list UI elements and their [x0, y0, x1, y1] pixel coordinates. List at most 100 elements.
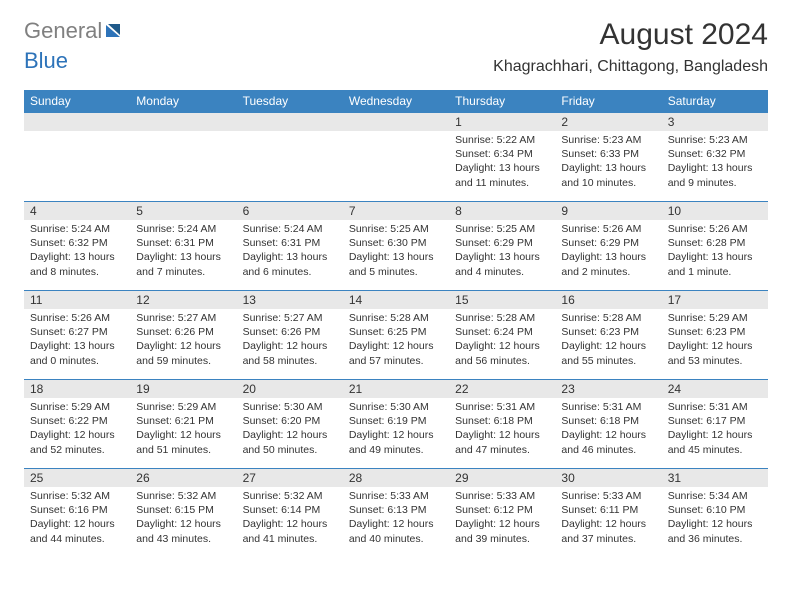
day-details: Sunrise: 5:33 AMSunset: 6:11 PMDaylight:… [555, 487, 661, 550]
sunset-text: Sunset: 6:29 PM [455, 236, 549, 250]
sunset-text: Sunset: 6:31 PM [136, 236, 230, 250]
daylight-text: Daylight: 13 hours and 11 minutes. [455, 161, 549, 189]
sunrise-text: Sunrise: 5:27 AM [243, 311, 337, 325]
day-details: Sunrise: 5:30 AMSunset: 6:19 PMDaylight:… [343, 398, 449, 461]
day-number: 1 [449, 113, 555, 131]
month-title: August 2024 [493, 18, 768, 52]
day-number: 13 [237, 291, 343, 309]
empty-day-band [130, 113, 236, 131]
day-number: 20 [237, 380, 343, 398]
day-cell: 29Sunrise: 5:33 AMSunset: 6:12 PMDayligh… [449, 469, 555, 557]
sunrise-text: Sunrise: 5:25 AM [349, 222, 443, 236]
day-cell: 5Sunrise: 5:24 AMSunset: 6:31 PMDaylight… [130, 202, 236, 290]
sunrise-text: Sunrise: 5:33 AM [561, 489, 655, 503]
daylight-text: Daylight: 13 hours and 5 minutes. [349, 250, 443, 278]
sunset-text: Sunset: 6:17 PM [668, 414, 762, 428]
daylight-text: Daylight: 12 hours and 49 minutes. [349, 428, 443, 456]
sunset-text: Sunset: 6:34 PM [455, 147, 549, 161]
daylight-text: Daylight: 12 hours and 40 minutes. [349, 517, 443, 545]
logo-text-blue: Blue [24, 48, 68, 73]
sunrise-text: Sunrise: 5:33 AM [455, 489, 549, 503]
day-cell: 6Sunrise: 5:24 AMSunset: 6:31 PMDaylight… [237, 202, 343, 290]
sunrise-text: Sunrise: 5:32 AM [243, 489, 337, 503]
empty-day-band [237, 113, 343, 131]
day-details: Sunrise: 5:23 AMSunset: 6:32 PMDaylight:… [662, 131, 768, 194]
sunset-text: Sunset: 6:10 PM [668, 503, 762, 517]
day-number: 22 [449, 380, 555, 398]
calendar: Sunday Monday Tuesday Wednesday Thursday… [24, 90, 768, 557]
sunrise-text: Sunrise: 5:31 AM [455, 400, 549, 414]
day-details: Sunrise: 5:22 AMSunset: 6:34 PMDaylight:… [449, 131, 555, 194]
day-cell: 28Sunrise: 5:33 AMSunset: 6:13 PMDayligh… [343, 469, 449, 557]
sunrise-text: Sunrise: 5:29 AM [30, 400, 124, 414]
daylight-text: Daylight: 12 hours and 58 minutes. [243, 339, 337, 367]
sunset-text: Sunset: 6:28 PM [668, 236, 762, 250]
weekday-header: Friday [555, 90, 661, 112]
daylight-text: Daylight: 12 hours and 50 minutes. [243, 428, 337, 456]
daylight-text: Daylight: 13 hours and 0 minutes. [30, 339, 124, 367]
day-number: 15 [449, 291, 555, 309]
day-cell: 15Sunrise: 5:28 AMSunset: 6:24 PMDayligh… [449, 291, 555, 379]
sunrise-text: Sunrise: 5:26 AM [668, 222, 762, 236]
daylight-text: Daylight: 12 hours and 55 minutes. [561, 339, 655, 367]
sunrise-text: Sunrise: 5:27 AM [136, 311, 230, 325]
day-cell: 4Sunrise: 5:24 AMSunset: 6:32 PMDaylight… [24, 202, 130, 290]
day-details: Sunrise: 5:32 AMSunset: 6:16 PMDaylight:… [24, 487, 130, 550]
week-row: 18Sunrise: 5:29 AMSunset: 6:22 PMDayligh… [24, 379, 768, 468]
sunset-text: Sunset: 6:32 PM [30, 236, 124, 250]
day-cell: 20Sunrise: 5:30 AMSunset: 6:20 PMDayligh… [237, 380, 343, 468]
daylight-text: Daylight: 12 hours and 51 minutes. [136, 428, 230, 456]
sunrise-text: Sunrise: 5:24 AM [30, 222, 124, 236]
day-cell: 13Sunrise: 5:27 AMSunset: 6:26 PMDayligh… [237, 291, 343, 379]
sunrise-text: Sunrise: 5:29 AM [136, 400, 230, 414]
day-number: 5 [130, 202, 236, 220]
empty-day-band [24, 113, 130, 131]
sunrise-text: Sunrise: 5:25 AM [455, 222, 549, 236]
sunset-text: Sunset: 6:13 PM [349, 503, 443, 517]
sunset-text: Sunset: 6:15 PM [136, 503, 230, 517]
day-details: Sunrise: 5:24 AMSunset: 6:31 PMDaylight:… [130, 220, 236, 283]
day-details: Sunrise: 5:33 AMSunset: 6:12 PMDaylight:… [449, 487, 555, 550]
day-cell: 1Sunrise: 5:22 AMSunset: 6:34 PMDaylight… [449, 113, 555, 201]
day-cell: 24Sunrise: 5:31 AMSunset: 6:17 PMDayligh… [662, 380, 768, 468]
daylight-text: Daylight: 12 hours and 44 minutes. [30, 517, 124, 545]
day-number: 28 [343, 469, 449, 487]
daylight-text: Daylight: 12 hours and 45 minutes. [668, 428, 762, 456]
sunrise-text: Sunrise: 5:26 AM [561, 222, 655, 236]
day-number: 12 [130, 291, 236, 309]
sunset-text: Sunset: 6:33 PM [561, 147, 655, 161]
sunset-text: Sunset: 6:18 PM [561, 414, 655, 428]
page-header: General August 2024 Khagrachhari, Chitta… [0, 0, 792, 80]
empty-day-band [343, 113, 449, 131]
sunset-text: Sunset: 6:22 PM [30, 414, 124, 428]
day-number: 19 [130, 380, 236, 398]
daylight-text: Daylight: 13 hours and 4 minutes. [455, 250, 549, 278]
day-number: 26 [130, 469, 236, 487]
sunset-text: Sunset: 6:19 PM [349, 414, 443, 428]
day-number: 29 [449, 469, 555, 487]
sunrise-text: Sunrise: 5:23 AM [561, 133, 655, 147]
sunset-text: Sunset: 6:18 PM [455, 414, 549, 428]
day-cell: 18Sunrise: 5:29 AMSunset: 6:22 PMDayligh… [24, 380, 130, 468]
day-details: Sunrise: 5:31 AMSunset: 6:18 PMDaylight:… [449, 398, 555, 461]
daylight-text: Daylight: 12 hours and 37 minutes. [561, 517, 655, 545]
sunrise-text: Sunrise: 5:28 AM [561, 311, 655, 325]
day-number: 25 [24, 469, 130, 487]
logo: General [24, 18, 130, 44]
day-details: Sunrise: 5:23 AMSunset: 6:33 PMDaylight:… [555, 131, 661, 194]
day-details: Sunrise: 5:31 AMSunset: 6:17 PMDaylight:… [662, 398, 768, 461]
sunrise-text: Sunrise: 5:28 AM [455, 311, 549, 325]
sunrise-text: Sunrise: 5:23 AM [668, 133, 762, 147]
day-number: 17 [662, 291, 768, 309]
weekday-header: Saturday [662, 90, 768, 112]
sunset-text: Sunset: 6:23 PM [668, 325, 762, 339]
day-cell: 8Sunrise: 5:25 AMSunset: 6:29 PMDaylight… [449, 202, 555, 290]
logo-blue-wrap: Blue [24, 48, 68, 74]
sunrise-text: Sunrise: 5:24 AM [243, 222, 337, 236]
week-row: 25Sunrise: 5:32 AMSunset: 6:16 PMDayligh… [24, 468, 768, 557]
day-number: 30 [555, 469, 661, 487]
daylight-text: Daylight: 13 hours and 10 minutes. [561, 161, 655, 189]
day-number: 18 [24, 380, 130, 398]
day-number: 10 [662, 202, 768, 220]
day-cell: 22Sunrise: 5:31 AMSunset: 6:18 PMDayligh… [449, 380, 555, 468]
